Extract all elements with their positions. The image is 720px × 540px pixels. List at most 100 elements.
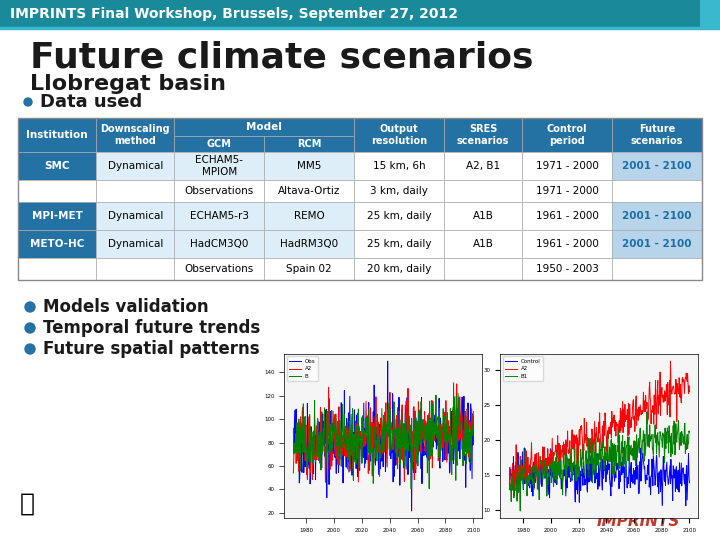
Bar — [264, 230, 354, 258]
Control — [619, 444, 628, 451]
A2 — [361, 442, 369, 449]
Bar — [522, 202, 612, 230]
Text: Data used: Data used — [40, 93, 143, 111]
B — [454, 390, 462, 396]
B1 — [505, 486, 514, 492]
Bar — [522, 180, 612, 202]
B1 — [516, 508, 525, 514]
Bar — [522, 118, 612, 152]
Bar — [18, 118, 96, 152]
Bar — [612, 258, 702, 280]
Legend: Control, A2, B1: Control, A2, B1 — [503, 356, 543, 381]
Text: 1950 - 2003: 1950 - 2003 — [536, 264, 598, 274]
Text: Downscaling
method: Downscaling method — [101, 124, 170, 146]
B — [360, 428, 369, 434]
Bar — [96, 180, 174, 202]
Text: Future spatial patterns: Future spatial patterns — [43, 340, 260, 358]
Bar — [174, 152, 264, 180]
Text: METO-HC: METO-HC — [30, 239, 84, 249]
Bar — [174, 180, 264, 202]
Text: Future climate scenarios: Future climate scenarios — [30, 40, 534, 74]
Text: Models validation: Models validation — [43, 298, 209, 316]
Text: Dynamical: Dynamical — [107, 239, 163, 249]
B — [402, 429, 411, 435]
A2 — [321, 479, 330, 485]
A2 — [402, 435, 411, 442]
Text: 1961 - 2000: 1961 - 2000 — [536, 239, 598, 249]
B — [420, 438, 428, 445]
Control — [681, 503, 690, 509]
Text: Control
period: Control period — [547, 124, 588, 146]
Text: Dynamical: Dynamical — [107, 161, 163, 171]
Obs — [360, 464, 369, 471]
A2 — [666, 358, 675, 365]
Bar — [18, 118, 702, 280]
A2 — [289, 470, 298, 476]
Bar — [174, 202, 264, 230]
Text: A2, B1: A2, B1 — [466, 161, 500, 171]
B1 — [527, 471, 536, 478]
Line: A2: A2 — [510, 361, 690, 496]
Bar — [354, 202, 444, 230]
A2 — [510, 492, 518, 499]
Text: Llobregat basin: Llobregat basin — [30, 74, 226, 94]
Bar — [444, 230, 522, 258]
A2 — [636, 407, 645, 414]
B — [407, 485, 415, 492]
Bar — [444, 258, 522, 280]
Bar — [612, 152, 702, 180]
Text: GCM: GCM — [207, 139, 232, 149]
Text: ECHAM5-
MPIOM: ECHAM5- MPIOM — [195, 155, 243, 177]
Bar — [18, 180, 96, 202]
Text: 1971 - 2000: 1971 - 2000 — [536, 186, 598, 196]
Bar — [444, 118, 522, 152]
Text: MPI-MET: MPI-MET — [32, 211, 83, 221]
Bar — [18, 152, 96, 180]
Text: RCM: RCM — [297, 139, 321, 149]
Text: Institution: Institution — [26, 130, 88, 140]
A2 — [636, 408, 644, 414]
Bar — [354, 180, 444, 202]
Bar — [264, 202, 354, 230]
B — [469, 408, 478, 415]
Bar — [522, 152, 612, 180]
Text: 15 km, 6h: 15 km, 6h — [373, 161, 426, 171]
Text: IMPRINTS: IMPRINTS — [597, 515, 680, 530]
Bar — [264, 136, 354, 152]
B1 — [685, 429, 694, 435]
Control — [618, 454, 627, 461]
Bar — [18, 258, 96, 280]
B — [420, 435, 429, 442]
A2 — [577, 426, 585, 433]
Control — [685, 480, 694, 486]
Control — [636, 458, 644, 465]
Text: IMPRINTS Final Workshop, Brussels, September 27, 2012: IMPRINTS Final Workshop, Brussels, Septe… — [10, 7, 458, 21]
Text: SRES
scenarios: SRES scenarios — [457, 124, 509, 146]
Bar — [522, 258, 612, 280]
A2 — [420, 421, 428, 428]
Text: A1B: A1B — [473, 239, 493, 249]
Text: Future
scenarios: Future scenarios — [631, 124, 683, 146]
Text: HadRM3Q0: HadRM3Q0 — [280, 239, 338, 249]
B1 — [636, 428, 644, 435]
Circle shape — [24, 98, 32, 106]
Control — [576, 488, 585, 494]
Text: Altava-Ortiz: Altava-Ortiz — [278, 186, 341, 196]
Bar — [444, 152, 522, 180]
Bar — [18, 202, 96, 230]
Bar — [174, 136, 264, 152]
Text: HadCM3Q0: HadCM3Q0 — [190, 239, 248, 249]
Obs — [348, 472, 356, 478]
Bar — [264, 152, 354, 180]
Text: MM5: MM5 — [297, 161, 321, 171]
A2 — [449, 380, 458, 386]
Obs — [311, 432, 320, 438]
Line: Obs: Obs — [294, 361, 474, 511]
Bar — [354, 230, 444, 258]
A2 — [505, 481, 514, 487]
A2 — [348, 465, 357, 471]
Bar — [444, 180, 522, 202]
Control — [636, 445, 645, 451]
Text: zatqus: zatqus — [17, 522, 37, 527]
Text: 1961 - 2000: 1961 - 2000 — [536, 211, 598, 221]
